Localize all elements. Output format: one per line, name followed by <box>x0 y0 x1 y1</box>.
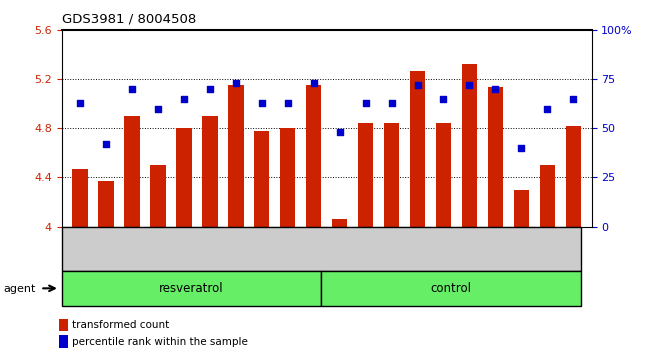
Point <box>179 96 189 102</box>
Bar <box>58 335 68 348</box>
Text: transformed count: transformed count <box>72 320 169 330</box>
Bar <box>124 116 140 227</box>
Point <box>205 86 215 92</box>
Text: GDS3981 / 8004508: GDS3981 / 8004508 <box>62 12 196 25</box>
Bar <box>254 131 270 227</box>
Bar <box>62 271 322 306</box>
Bar <box>202 116 218 227</box>
Bar <box>228 85 244 227</box>
Point <box>75 100 85 105</box>
Point <box>490 86 501 92</box>
Bar <box>358 124 373 227</box>
Point <box>334 130 345 135</box>
Point <box>153 106 163 112</box>
Point <box>516 145 526 151</box>
Bar <box>58 319 68 331</box>
Point <box>283 100 293 105</box>
Text: percentile rank within the sample: percentile rank within the sample <box>72 337 248 347</box>
Point <box>360 100 370 105</box>
Text: control: control <box>431 282 472 295</box>
Point <box>386 100 396 105</box>
Point <box>568 96 578 102</box>
Bar <box>72 169 88 227</box>
Bar <box>514 190 529 227</box>
Point <box>257 100 267 105</box>
Bar <box>566 126 581 227</box>
Bar <box>98 181 114 227</box>
Bar <box>410 70 425 227</box>
Bar <box>280 128 296 227</box>
Point <box>542 106 552 112</box>
Point <box>464 82 474 88</box>
Bar <box>384 124 399 227</box>
Point <box>412 82 423 88</box>
Bar <box>176 128 192 227</box>
Text: resveratrol: resveratrol <box>159 282 224 295</box>
Point <box>438 96 448 102</box>
Bar <box>462 64 477 227</box>
Bar <box>540 165 555 227</box>
Bar <box>488 87 503 227</box>
Point <box>127 86 137 92</box>
Point <box>231 80 241 86</box>
Bar <box>150 165 166 227</box>
Bar <box>436 124 451 227</box>
Text: agent: agent <box>3 284 36 294</box>
Bar <box>322 271 581 306</box>
Bar <box>332 219 347 227</box>
Point <box>309 80 319 86</box>
Bar <box>306 85 322 227</box>
Point <box>101 141 111 147</box>
